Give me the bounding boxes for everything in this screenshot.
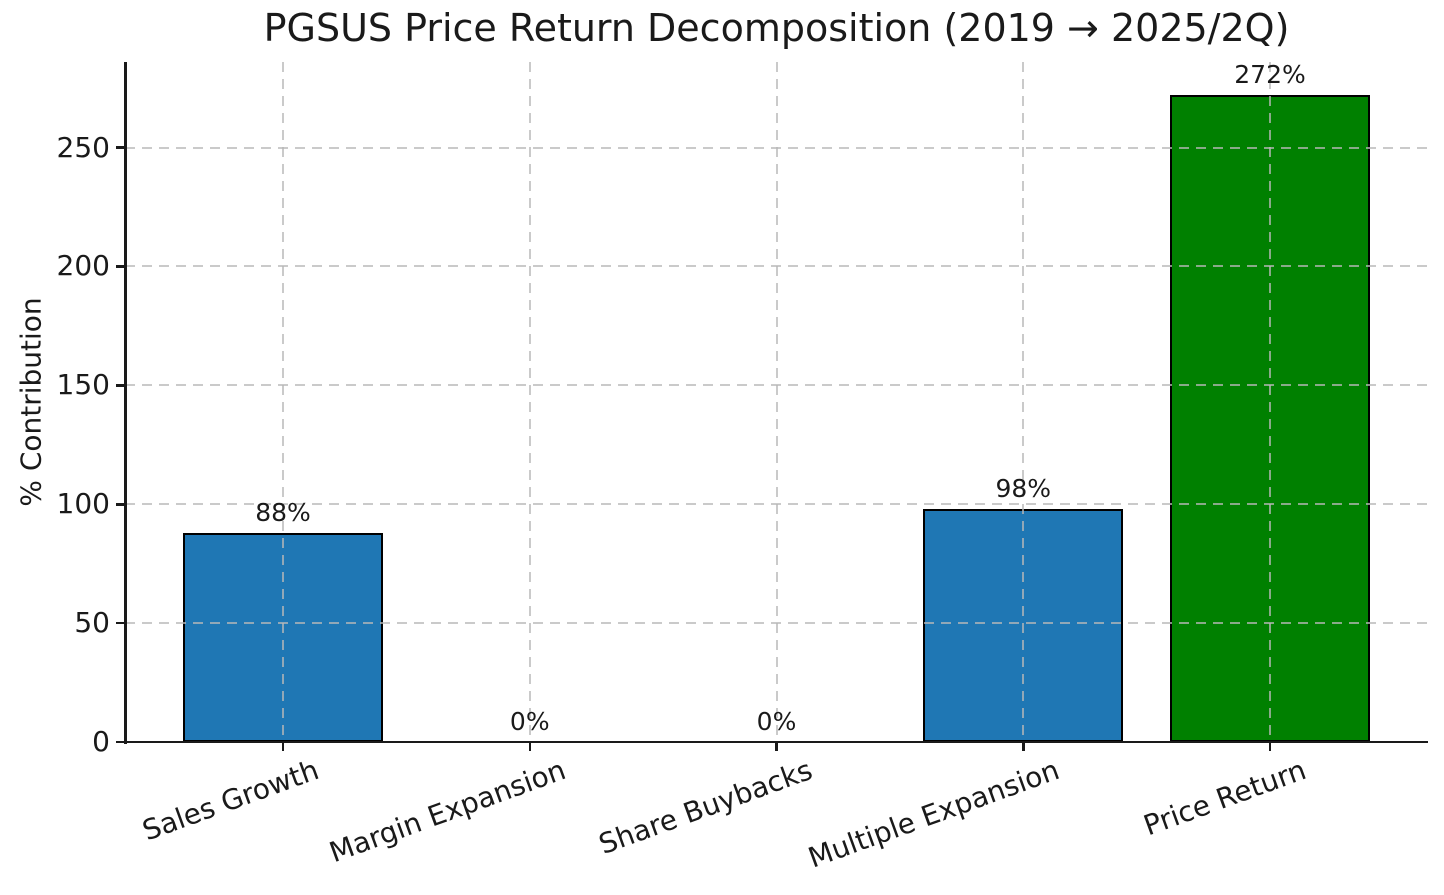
y-tick-mark (116, 503, 125, 506)
y-tick-label: 200 (56, 249, 110, 283)
chart-title: PGSUS Price Return Decomposition (2019 →… (263, 6, 1290, 50)
bar-value-label-price-return: 272% (1234, 60, 1306, 90)
y-tick-label: 250 (56, 130, 110, 164)
x-tick-mark (281, 742, 285, 751)
x-tick-label-margin-expansion: Margin Expansion (325, 753, 571, 870)
y-axis-spine (124, 62, 127, 744)
x-tick-label-share-buybacks: Share Buybacks (594, 753, 817, 861)
y-tick-mark (116, 621, 125, 625)
y-tick-mark (116, 740, 125, 744)
x-tick-mark (1268, 742, 1272, 751)
bar-value-label-margin-expansion: 0% (509, 707, 550, 736)
y-tick-mark (116, 146, 125, 149)
bar-multiple-expansion (923, 509, 1124, 742)
bar-value-label-share-buybacks: 0% (756, 707, 797, 736)
bar-value-label-sales-growth: 88% (255, 497, 311, 527)
y-tick-label: 50 (74, 606, 110, 640)
y-tick-label: 100 (56, 487, 110, 521)
x-tick-label-price-return: Price Return (1139, 753, 1311, 843)
x-axis-spine (123, 740, 1428, 744)
x-tick-label-multiple-expansion: Multiple Expansion (803, 753, 1064, 875)
y-tick-label: 150 (56, 368, 110, 402)
y-tick-mark (116, 265, 125, 268)
v-gridline (775, 62, 778, 742)
bar-value-label-multiple-expansion: 98% (995, 474, 1052, 503)
y-axis-label: % Contribution (14, 297, 48, 507)
y-tick-label: 0 (92, 725, 110, 758)
plot-area: 0 50 100 150 200 250 Sales Growth 88% Margin Exp… (57, 60, 1428, 875)
x-tick-mark (775, 742, 778, 751)
bar-price-return (1170, 95, 1370, 742)
x-tick-mark (1022, 742, 1025, 751)
x-tick-label-sales-growth: Sales Growth (138, 753, 324, 848)
y-tick-mark (116, 384, 125, 387)
bar-sales-growth (183, 532, 383, 742)
x-tick-mark (528, 742, 531, 751)
v-gridline (528, 62, 531, 742)
